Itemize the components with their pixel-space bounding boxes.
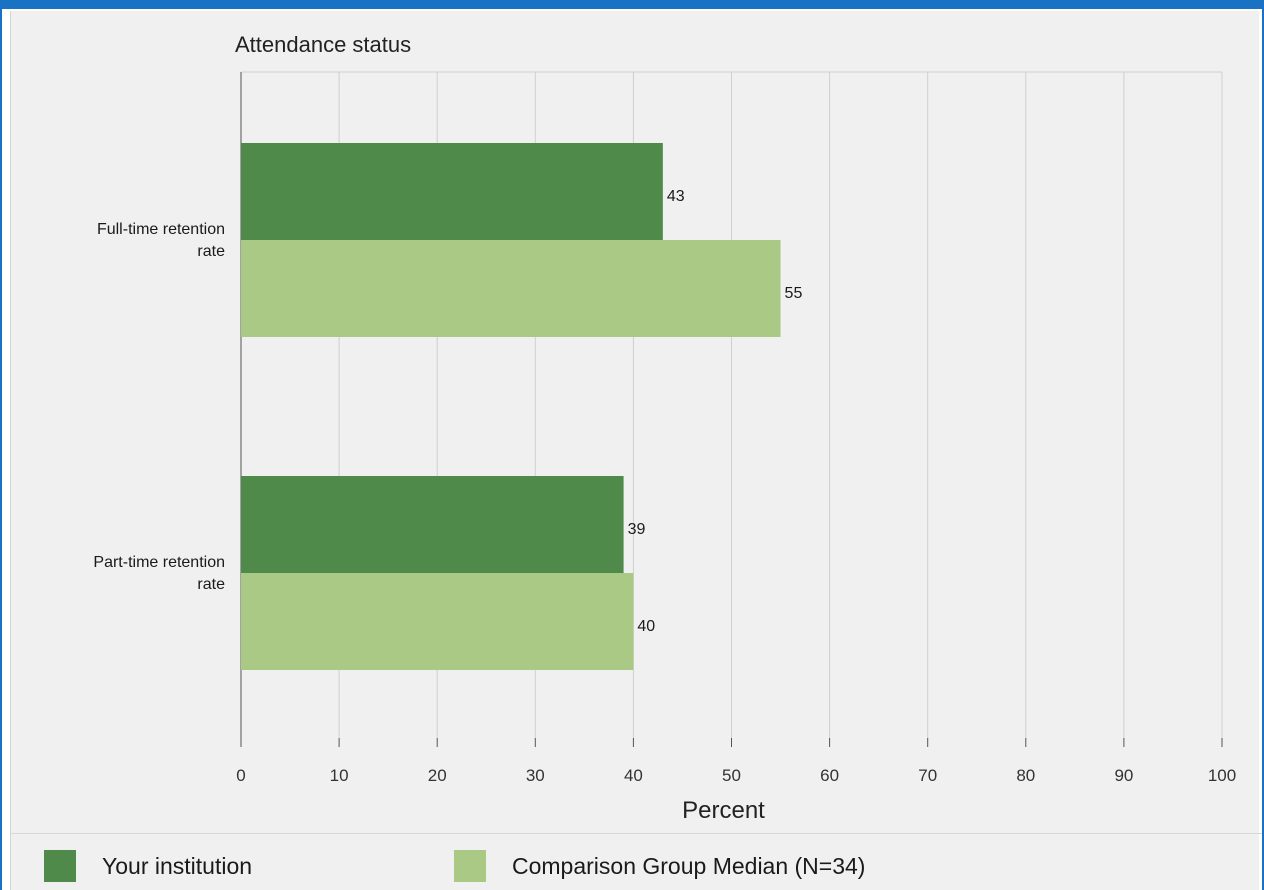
x-axis-title: Percent (682, 797, 765, 824)
bar-series0-cat1 (241, 476, 624, 573)
legend-swatch-your-institution (44, 850, 76, 882)
data-label-series1-cat1: 40 (637, 618, 655, 635)
x-tick-label-50: 50 (722, 766, 741, 785)
legend: Your institution Comparison Group Median… (10, 834, 1262, 890)
x-tick-label-20: 20 (428, 766, 447, 785)
data-label-series0-cat1: 39 (628, 521, 646, 538)
category-label-0-line-1: rate (197, 243, 225, 260)
bar-series1-cat0 (241, 240, 781, 337)
legend-label-comparison-group: Comparison Group Median (N=34) (512, 853, 866, 879)
x-tick-label-90: 90 (1114, 766, 1133, 785)
data-label-series0-cat0: 43 (667, 188, 685, 205)
x-tick-label-70: 70 (918, 766, 937, 785)
category-label-1-line-0: Part-time retention (93, 554, 225, 571)
category-label-0-line-0: Full-time retention (97, 221, 225, 238)
x-tick-label-100: 100 (1208, 766, 1236, 785)
x-tick-label-30: 30 (526, 766, 545, 785)
category-label-1: Part-time retention rate (93, 554, 225, 593)
x-tick-label-10: 10 (330, 766, 349, 785)
x-tick-label-0: 0 (236, 766, 245, 785)
data-label-series1-cat0: 55 (785, 285, 803, 302)
chart-title: Attendance status (235, 32, 411, 57)
legend-swatch-comparison-group (454, 850, 486, 882)
x-tick-label-80: 80 (1016, 766, 1035, 785)
legend-divider (10, 833, 1262, 834)
bar-series0-cat0 (241, 143, 663, 240)
x-tick-label-60: 60 (820, 766, 839, 785)
bar-series1-cat1 (241, 573, 634, 670)
x-tick-label-40: 40 (624, 766, 643, 785)
category-label-1-line-1: rate (197, 576, 225, 593)
legend-label-your-institution: Your institution (102, 853, 253, 879)
bar-chart: 0 10 20 30 40 50 60 70 80 90 100 43 39 55 40 Full-time … (93, 32, 1236, 824)
category-label-0: Full-time retention rate (97, 221, 225, 260)
